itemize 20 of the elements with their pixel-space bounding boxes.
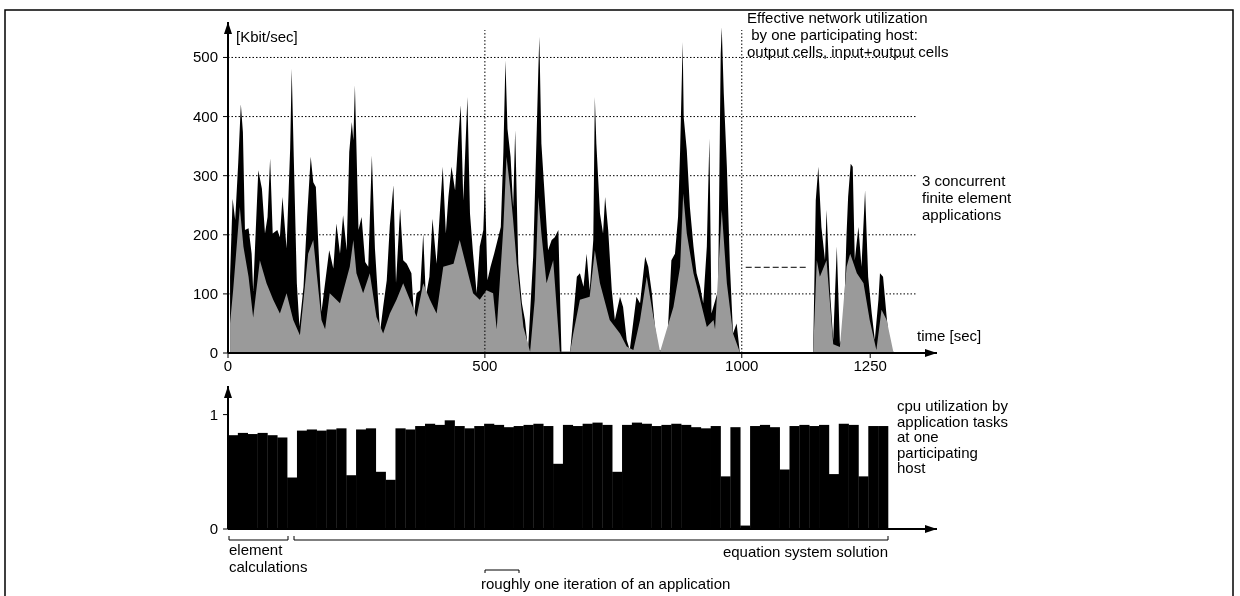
- annotation: Effective network utilization by one participating host: output cells, input+output cells: [747, 9, 949, 60]
- x-tick-label: 0: [223, 357, 233, 374]
- y-tick-label: 1: [209, 405, 218, 423]
- text: equation system solution: [722, 543, 888, 560]
- y-tick-label: 400: [192, 107, 218, 125]
- y-tick-label: 0: [209, 344, 218, 361]
- y-tick-label: 0: [209, 520, 218, 537]
- x-axis-title: time [sec]: [917, 327, 982, 344]
- y-tick-label: 500: [192, 48, 218, 66]
- text: cpu utilization by application tasks at one participating host: [897, 397, 1009, 476]
- text: element calculations: [229, 541, 308, 575]
- x-tick-label: 1250: [853, 357, 887, 374]
- y-tick-label: 300: [192, 166, 218, 184]
- annotation: 3 concurrent finite element applications: [922, 172, 1013, 223]
- y-axis-title: [Kbit/sec]: [236, 28, 298, 45]
- x-tick-label: 1000: [725, 357, 759, 374]
- y-tick-label: 200: [192, 225, 218, 243]
- text: roughly one iteration of an application: [481, 575, 731, 592]
- x-tick-label: 500: [472, 357, 498, 374]
- y-tick-label: 100: [192, 284, 218, 302]
